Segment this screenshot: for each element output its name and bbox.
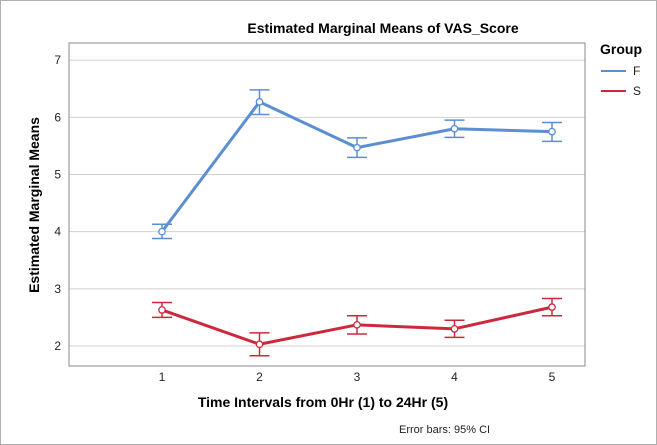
- x-axis-label: Time Intervals from 0Hr (1) to 24Hr (5): [198, 394, 448, 410]
- data-point: [548, 303, 556, 311]
- chart-title: Estimated Marginal Means of VAS_Score: [247, 20, 518, 36]
- x-tick-label: 1: [159, 370, 166, 384]
- legend-label-F: F: [633, 64, 640, 78]
- series-line-F: [160, 100, 553, 233]
- x-tick-label: 2: [256, 370, 263, 384]
- x-tick-labels: 1 2 3 4 5: [159, 370, 556, 384]
- data-point: [450, 324, 459, 333]
- y-tick-label: 6: [54, 110, 61, 124]
- data-point: [450, 124, 459, 133]
- data-point: [353, 320, 361, 329]
- y-tick-label: 7: [54, 53, 61, 67]
- data-point: [158, 227, 166, 236]
- y-tick-label: 2: [54, 339, 61, 353]
- legend-title: Group: [600, 41, 642, 57]
- x-tick-label: 5: [549, 370, 556, 384]
- y-tick-labels: 2 3 4 5 6 7: [54, 53, 61, 353]
- series-F: [152, 89, 562, 240]
- data-point: [353, 143, 361, 152]
- series-S: [152, 297, 562, 357]
- y-tick-label: 3: [54, 282, 61, 296]
- x-tick-label: 4: [451, 370, 458, 384]
- y-tick-label: 5: [54, 167, 61, 181]
- legend: FS: [601, 64, 641, 98]
- data-point: [255, 340, 264, 349]
- plot-area-border: [68, 42, 586, 367]
- error-bar-note: Error bars: 95% CI: [399, 424, 490, 436]
- data-point: [255, 98, 264, 106]
- data-point: [548, 127, 556, 136]
- y-axis-label: Estimated Marginal Means: [26, 117, 42, 293]
- x-tick-label: 3: [354, 370, 361, 384]
- gridlines: [69, 59, 585, 347]
- data-point: [158, 306, 166, 314]
- legend-label-S: S: [633, 84, 641, 98]
- y-tick-label: 4: [54, 225, 61, 239]
- series-layer: [152, 89, 562, 357]
